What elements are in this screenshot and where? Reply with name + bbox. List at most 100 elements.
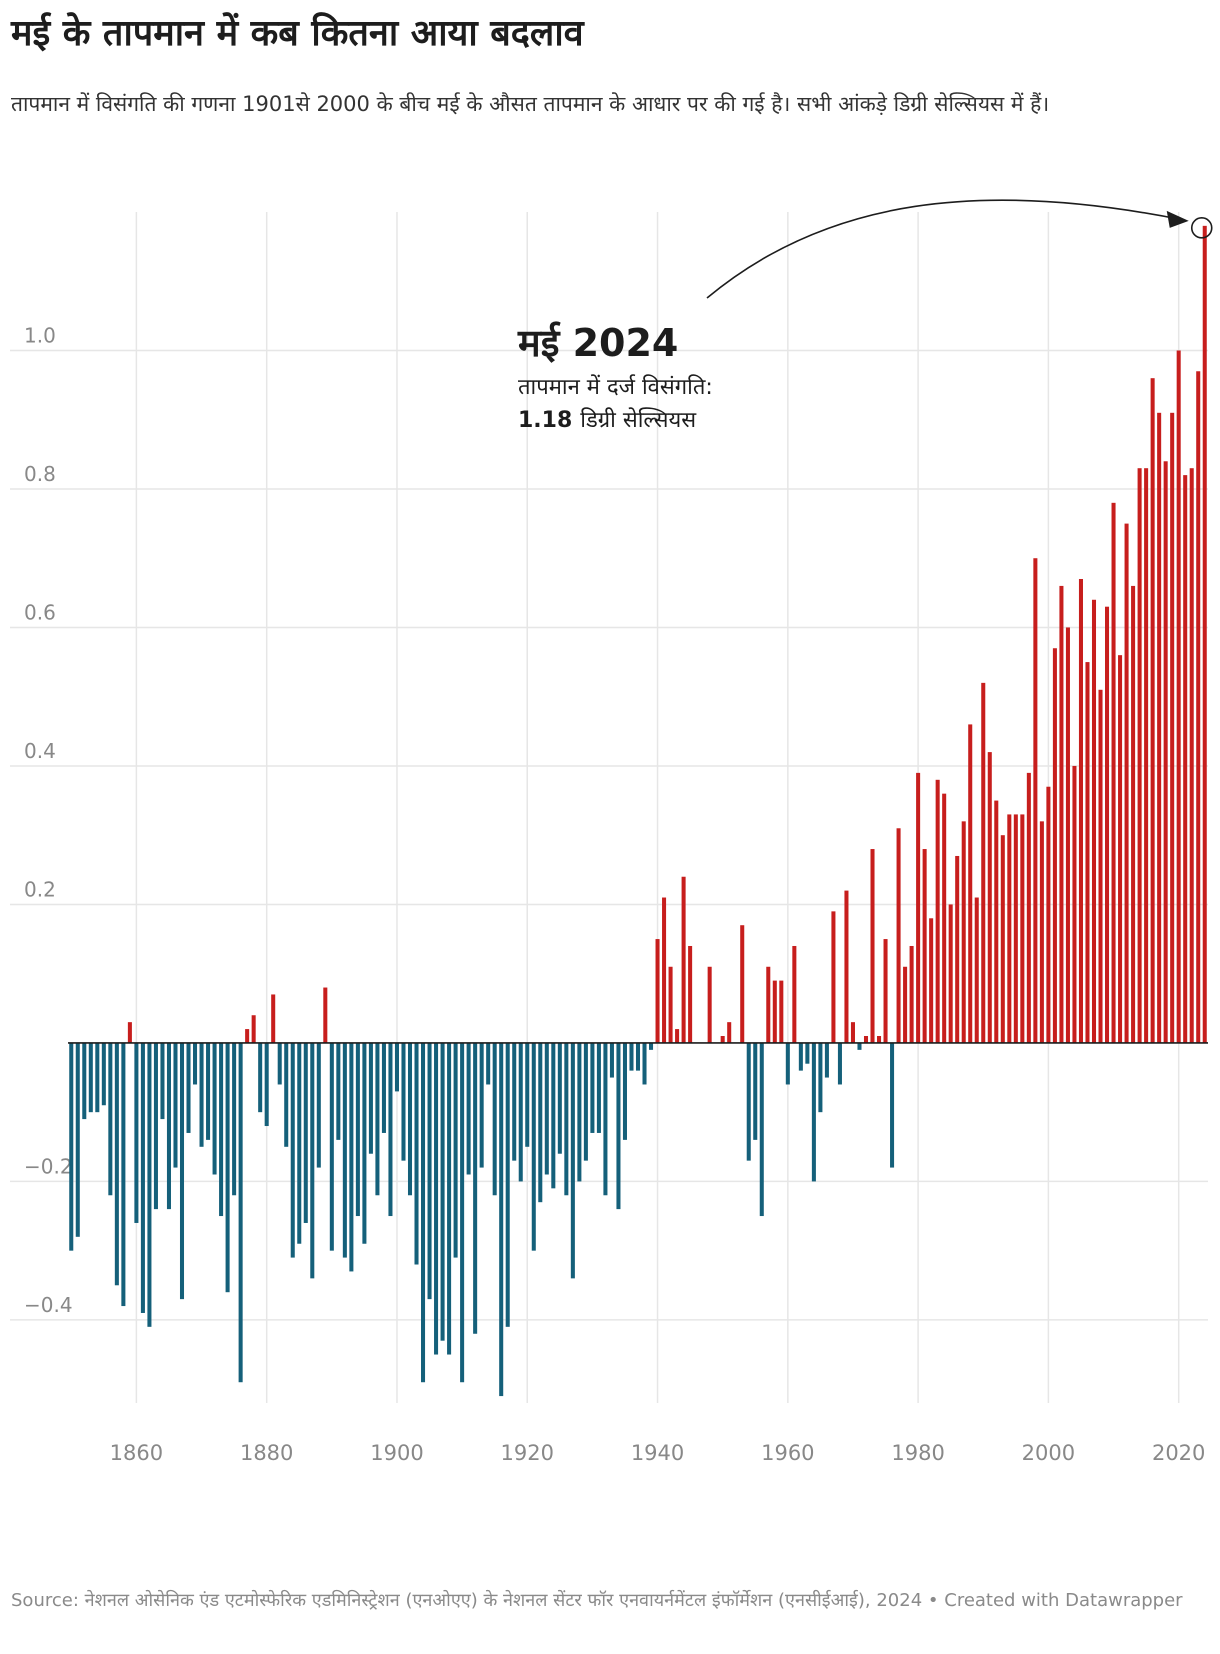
x-tick-label: 1860 [110, 1441, 163, 1465]
chart-footer: Source: नेशनल ओसेनिक एंड एटमोस्फेरिक एडम… [11, 1588, 1201, 1613]
bar-1983 [935, 779, 940, 1043]
bar-1855 [101, 1042, 106, 1106]
bar-1865 [166, 1042, 171, 1210]
bar-1954 [746, 1042, 751, 1161]
x-tick-label: 1960 [761, 1441, 814, 1465]
highlight-circle [1190, 217, 1213, 239]
bar-1917 [505, 1042, 510, 1327]
bar-1902 [407, 1042, 413, 1196]
bar-1893 [349, 1042, 354, 1272]
bar-1979 [909, 945, 914, 1043]
bar-1899 [388, 1042, 393, 1217]
y-tick-label: 0.6 [24, 600, 56, 624]
bar-1885 [297, 1042, 302, 1244]
bar-2016 [1150, 378, 1155, 1043]
bar-1850 [69, 1042, 74, 1251]
bar-1883 [284, 1042, 289, 1147]
bar-1891 [336, 1042, 341, 1140]
bar-1970 [850, 1022, 855, 1043]
annotation-unit: डिग्री सेल्सियस [580, 407, 697, 433]
bar-1984 [942, 793, 947, 1043]
bar-1908 [447, 1042, 452, 1355]
bar-2003 [1065, 627, 1070, 1043]
bar-1990 [981, 682, 986, 1043]
chart-subtitle: तापमान में विसंगति की गणना 1901से 2000 क… [11, 92, 1050, 116]
bar-1882 [277, 1042, 282, 1085]
bar-1886 [303, 1042, 308, 1223]
bar-1933 [609, 1042, 614, 1078]
bar-1862 [147, 1042, 152, 1327]
bar-2002 [1059, 585, 1064, 1043]
bar-2014 [1137, 468, 1142, 1043]
bar-1924 [551, 1042, 556, 1189]
bar-1976 [890, 1042, 895, 1168]
bar-1884 [290, 1042, 295, 1258]
credit-text: Created with Datawrapper [944, 1590, 1183, 1611]
bar-2006 [1085, 662, 1090, 1043]
bar-1945 [688, 945, 693, 1043]
bar-1988 [968, 724, 973, 1043]
bar-1921 [531, 1042, 536, 1251]
bar-1948 [707, 966, 712, 1043]
bar-1993 [1000, 835, 1005, 1043]
chart-title: मई के तापमान में कब कितना आया बदलाव [11, 13, 584, 54]
bar-2023 [1196, 371, 1201, 1043]
bar-1997 [1026, 772, 1031, 1043]
bar-1867 [179, 1042, 185, 1300]
bar-1937 [635, 1042, 641, 1071]
bar-1925 [557, 1042, 562, 1154]
bar-2008 [1098, 689, 1103, 1043]
bar-1985 [948, 904, 953, 1043]
bar-1903 [414, 1042, 419, 1265]
y-tick-label: 0.4 [24, 739, 56, 763]
bar-1900 [394, 1042, 399, 1092]
bar-1919 [518, 1042, 523, 1182]
bar-1916 [499, 1042, 504, 1397]
bar-1974 [877, 1036, 882, 1043]
bar-1914 [486, 1042, 491, 1085]
bar-1981 [922, 849, 927, 1043]
y-axis-tick-labels: −0.4 −0.2 0.2 0.4 0.6 0.8 1.0 [24, 323, 73, 1316]
bar-1853 [88, 1042, 93, 1113]
bar-2000 [1046, 786, 1051, 1043]
bar-1953 [740, 925, 745, 1043]
bar-1888 [316, 1042, 321, 1168]
bar-1918 [512, 1042, 517, 1161]
bar-1992 [994, 800, 999, 1043]
bar-1991 [987, 752, 992, 1043]
bar-1911 [466, 1042, 471, 1175]
bar-1944 [681, 876, 686, 1043]
bar-2019 [1170, 412, 1175, 1043]
annotation-value: 1.18 [518, 408, 572, 433]
bar-1926 [564, 1042, 569, 1196]
bar-2012 [1124, 523, 1129, 1043]
bar-1980 [916, 772, 921, 1043]
bar-2009 [1105, 606, 1110, 1043]
bar-1939 [649, 1042, 654, 1050]
bar-1871 [206, 1042, 211, 1140]
bar-1910 [460, 1042, 465, 1383]
annotation-value-line: 1.18 डिग्री सेल्सियस [518, 407, 697, 433]
annotation-arrowhead [1166, 210, 1189, 228]
x-tick-label: 1920 [501, 1441, 554, 1465]
bar-1961 [792, 945, 797, 1043]
bar-1987 [961, 821, 966, 1043]
bar-1851 [75, 1042, 80, 1237]
bar-1870 [199, 1042, 204, 1147]
bar-1915 [492, 1042, 497, 1196]
bar-chart: −0.4 −0.2 0.2 0.4 0.6 0.8 1.0 1860 1880 1900 1920… [10, 199, 1213, 1465]
bar-1996 [1020, 814, 1025, 1043]
bar-1920 [525, 1042, 530, 1147]
annotation-title: मई 2024 [517, 321, 678, 365]
bar-1858 [121, 1042, 126, 1307]
bar-1940 [655, 939, 660, 1043]
annotation-line1: तापमान में दर्ज विसंगति: [518, 374, 713, 400]
bar-1901 [401, 1042, 406, 1161]
bar-1928 [577, 1042, 582, 1182]
y-tick-label: 1.0 [24, 323, 56, 347]
bar-1977 [896, 828, 901, 1043]
bar-1999 [1039, 821, 1044, 1043]
bar-1923 [544, 1042, 549, 1175]
bar-1994 [1007, 814, 1012, 1043]
bar-1964 [811, 1042, 816, 1182]
